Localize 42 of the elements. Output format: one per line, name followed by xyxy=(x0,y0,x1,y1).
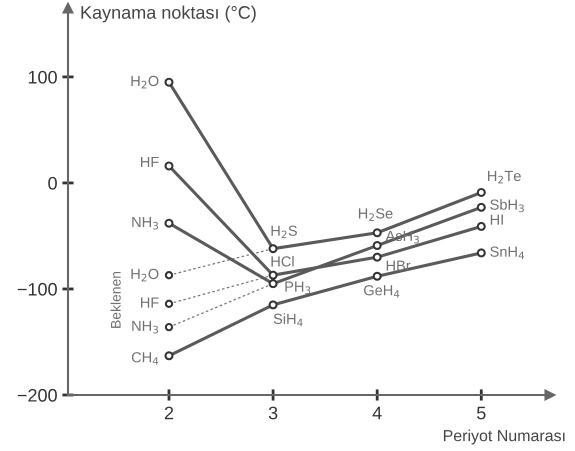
x-tick-label: 5 xyxy=(476,406,486,420)
y-tick-label: −100 xyxy=(18,282,57,296)
annotation: GeH$_{4}$ xyxy=(364,285,400,298)
annotation: NH$_{3}$ xyxy=(132,216,158,230)
annotation: PH$_{3}$ xyxy=(285,282,310,294)
point xyxy=(476,248,486,258)
annotation: H$_{2}$Te xyxy=(488,170,521,184)
point xyxy=(476,202,486,212)
point xyxy=(164,218,174,228)
annotation: HF xyxy=(141,156,159,167)
y-tick-label: −200 xyxy=(18,388,57,402)
y-axis-title: Kaynama noktası (°C) xyxy=(81,6,256,22)
annotation: H$_{2}$O xyxy=(131,268,158,282)
point xyxy=(372,228,382,238)
point xyxy=(164,78,174,87)
y-tick-label: 100 xyxy=(28,70,57,84)
annotation: SnH$_{4}$ xyxy=(490,246,524,260)
point xyxy=(372,252,382,262)
annotation: CH$_{4}$ xyxy=(132,352,158,365)
annotation: H$_{2}$O xyxy=(131,76,158,88)
x-tick-label: 3 xyxy=(268,406,278,420)
annotation: SiH$_{4}$ xyxy=(274,313,303,326)
point xyxy=(372,272,382,281)
point xyxy=(476,222,486,231)
point xyxy=(476,188,486,198)
annotation: HBr xyxy=(386,260,410,271)
annotation: H$_{2}$S xyxy=(272,226,297,238)
point xyxy=(372,240,382,250)
x-tick-label: 4 xyxy=(372,406,382,420)
annotation: NH$_{3}$ xyxy=(132,320,158,334)
point xyxy=(164,351,174,360)
annotation: H$_{2}$Se xyxy=(358,208,392,221)
annotation: HF xyxy=(141,298,159,308)
annotation: Beklenen xyxy=(110,272,121,328)
x-axis-title: Periyot Numarası xyxy=(444,430,564,444)
point xyxy=(164,161,174,170)
annotation: HCl xyxy=(272,256,294,267)
point xyxy=(268,300,278,310)
x-tick-label: 2 xyxy=(164,406,174,420)
annotation: SbH$_{3}$ xyxy=(490,199,524,212)
y-tick-label: 0 xyxy=(48,176,57,190)
annotation: HI xyxy=(490,214,503,225)
